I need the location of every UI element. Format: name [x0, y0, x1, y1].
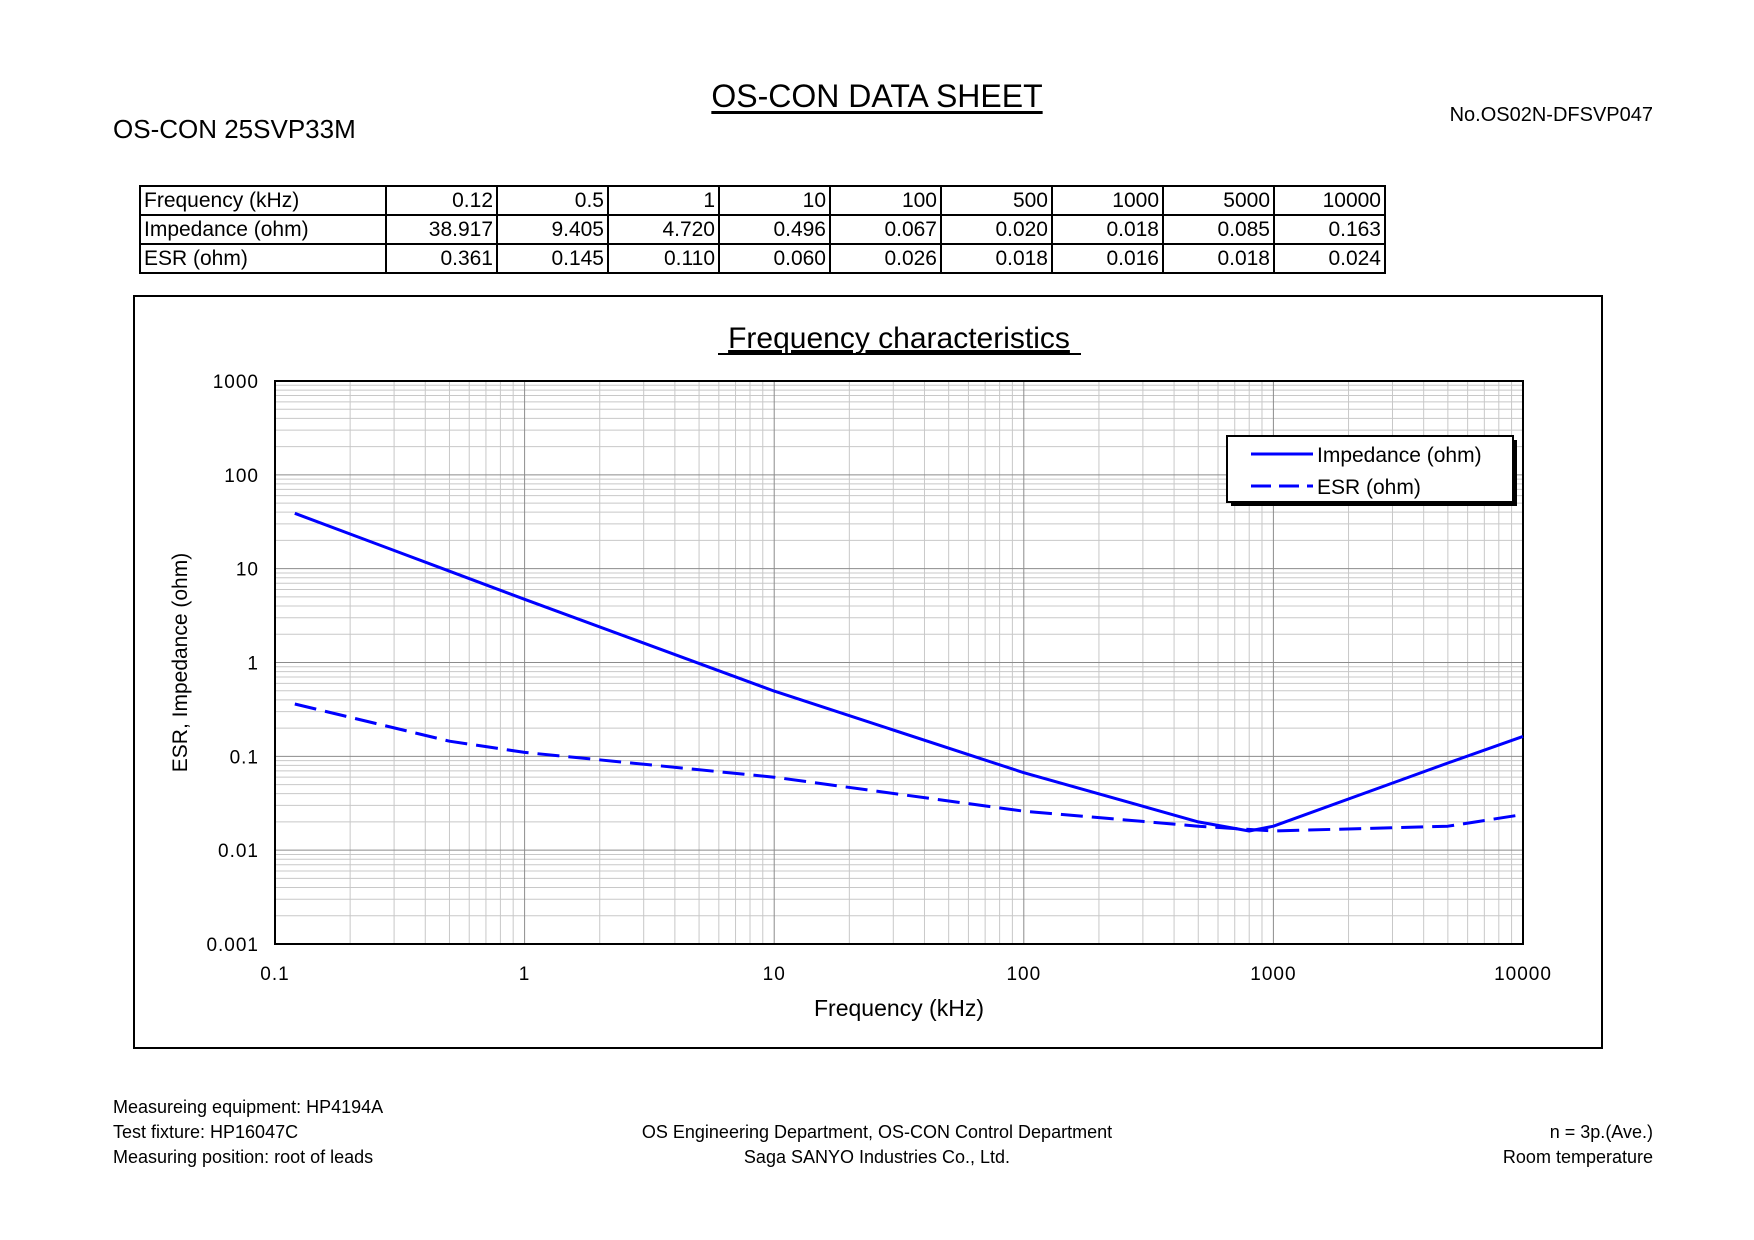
y-tick-label: 1	[247, 654, 259, 675]
x-tick-label: 1000	[1250, 964, 1296, 985]
table-cell: 0.5	[496, 185, 609, 216]
y-tick-label: 100	[224, 466, 259, 487]
y-tick-label: 0.001	[206, 935, 259, 956]
table-cell: 0.024	[1273, 243, 1386, 274]
table-cell: 0.163	[1273, 214, 1386, 245]
table-cell: 100	[829, 185, 942, 216]
y-tick-label: 0.01	[218, 841, 259, 862]
footer-measurement-info: Measureing equipment: HP4194A Test fixtu…	[113, 1095, 383, 1170]
y-tick-label: 0.1	[230, 747, 259, 768]
table-cell: 0.110	[607, 243, 720, 274]
footer-line: Test fixture: HP16047C	[113, 1122, 299, 1142]
legend-box	[1226, 435, 1514, 503]
footer-department: OS Engineering Department, OS-CON Contro…	[0, 1120, 1754, 1170]
y-tick-label: 10	[236, 560, 259, 581]
characteristics-table: Frequency (kHz) 0.12 0.5 1 10 100 500 10…	[139, 185, 1386, 274]
table-cell: 0.026	[829, 243, 942, 274]
table-cell: 0.020	[940, 214, 1053, 245]
document-title: OS-CON DATA SHEET	[711, 78, 1043, 114]
table-cell: 0.016	[1051, 243, 1164, 274]
table-cell: 4.720	[607, 214, 720, 245]
x-tick-label: 100	[1006, 964, 1041, 985]
table-row: ESR (ohm) 0.361 0.145 0.110 0.060 0.026 …	[139, 243, 1386, 274]
footer-line: OS Engineering Department, OS-CON Contro…	[641, 1122, 1113, 1142]
table-cell: 5000	[1162, 185, 1275, 216]
x-tick-label: 10	[763, 964, 786, 985]
table-cell: 0.085	[1162, 214, 1275, 245]
table-cell: 1000	[1051, 185, 1164, 216]
row-label: ESR (ohm)	[139, 243, 387, 274]
series-line-impedance	[294, 511, 1524, 833]
table-cell: 0.060	[718, 243, 831, 274]
document-number: No.OS02N-DFSVP047	[1449, 104, 1653, 126]
table-cell: 0.018	[1051, 214, 1164, 245]
row-label: Impedance (ohm)	[139, 214, 387, 245]
table-cell: 9.405	[496, 214, 609, 245]
y-axis-label: ESR, Impedance (ohm)	[169, 553, 192, 772]
x-tick-label: 10000	[1494, 964, 1552, 985]
table-cell: 0.12	[385, 185, 498, 216]
table-cell: 0.018	[940, 243, 1053, 274]
footer-line: Measuring position: root of leads	[113, 1147, 374, 1167]
footer-line: Room temperature	[1502, 1147, 1653, 1167]
table-cell: 500	[940, 185, 1053, 216]
frequency-chart: 0.1 1 10 100 1000 10000 1000 100 10 1 0.1 0.01 0.001…	[169, 322, 1552, 1021]
x-tick-label: 0.1	[260, 964, 289, 985]
table-row: Frequency (kHz) 0.12 0.5 1 10 100 500 10…	[139, 185, 1386, 216]
table-cell: 0.361	[385, 243, 498, 274]
table-cell: 0.067	[829, 214, 942, 245]
footer-line: Measureing equipment: HP4194A	[113, 1097, 384, 1117]
y-tick-label: 1000	[213, 372, 259, 393]
row-label: Frequency (kHz)	[139, 185, 387, 216]
chart-frame	[133, 295, 1603, 1049]
plot-area-border	[274, 380, 1524, 945]
footer-line: n = 3p.(Ave.)	[1549, 1122, 1653, 1142]
chart-title: Frequency characteristics	[728, 322, 1070, 355]
legend-label: Impedance (ohm)	[1317, 444, 1482, 467]
footer-conditions: n = 3p.(Ave.) Room temperature	[1503, 1120, 1653, 1170]
footer-line: Saga SANYO Industries Co., Ltd.	[743, 1147, 1011, 1167]
table-cell: 1	[607, 185, 720, 216]
table-cell: 10	[718, 185, 831, 216]
x-tick-label: 1	[519, 964, 531, 985]
table-cell: 10000	[1273, 185, 1386, 216]
table-cell: 0.496	[718, 214, 831, 245]
legend-label: ESR (ohm)	[1317, 476, 1421, 499]
table-row: Impedance (ohm) 38.917 9.405 4.720 0.496…	[139, 214, 1386, 245]
table-cell: 0.145	[496, 243, 609, 274]
model-name: OS-CON 25SVP33M	[113, 114, 356, 144]
table-cell: 0.018	[1162, 243, 1275, 274]
table-cell: 38.917	[385, 214, 498, 245]
x-axis-label: Frequency (kHz)	[814, 995, 984, 1021]
series-line-esr	[294, 702, 1524, 833]
